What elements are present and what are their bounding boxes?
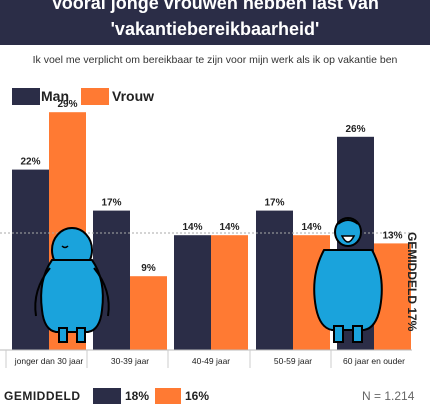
category-label-2: 40-49 jaar [192,356,230,366]
footer-value-vrouw: 16% [185,389,210,403]
legend-label-man: Man [41,88,69,104]
category-label-4: 60 jaar en ouder [343,356,405,366]
category-label-0: jonger dan 30 jaar [14,356,84,366]
mascot-right-illustration [313,217,383,343]
footer-average-label: GEMIDDELD [4,389,81,403]
data-label-man-1: 17% [101,198,121,209]
bar-man-2 [174,235,211,350]
mascot-left-illustration [34,227,110,343]
average-label: GEMIDDELD 17% [405,232,419,332]
footer-value-man: 18% [125,389,150,403]
bar-man-0 [12,169,49,350]
data-label-vrouw-2: 14% [219,222,239,233]
chart-subtitle: Ik voel me verplicht om bereikbaar te zi… [32,54,398,66]
legend-swatch-vrouw [81,88,109,105]
legend-label-vrouw: Vrouw [112,88,155,104]
bar-vrouw-1 [130,276,167,350]
footer-swatch-vrouw [155,388,181,404]
category-label-1: 30-39 jaar [111,356,149,366]
footer-swatch-man [93,388,121,404]
title-line-2: 'vakantiebereikbaarheid' [110,19,320,39]
bar-vrouw-2 [211,235,248,350]
title-banner: Vooral jonge vrouwen hebben last van 'va… [0,0,430,45]
category-label-3: 50-59 jaar [274,356,312,366]
data-label-vrouw-1: 9% [141,263,156,274]
legend-swatch-man [12,88,40,105]
data-label-vrouw-3: 14% [301,222,321,233]
data-label-vrouw-4: 13% [382,230,402,241]
data-label-man-2: 14% [182,222,202,233]
sample-size: N = 1.214 [362,389,415,403]
data-label-man-3: 17% [264,198,284,209]
bar-man-3 [256,210,293,350]
data-label-vrouw-0: 29% [57,99,77,110]
data-label-man-4: 26% [345,124,365,135]
title-line-1: Vooral jonge vrouwen hebben last van [51,0,379,13]
data-label-man-0: 22% [20,157,40,168]
labels-group: 22% 29% jonger dan 30 jaar 17% 9% 30-39 jaar 1… [5,99,405,368]
